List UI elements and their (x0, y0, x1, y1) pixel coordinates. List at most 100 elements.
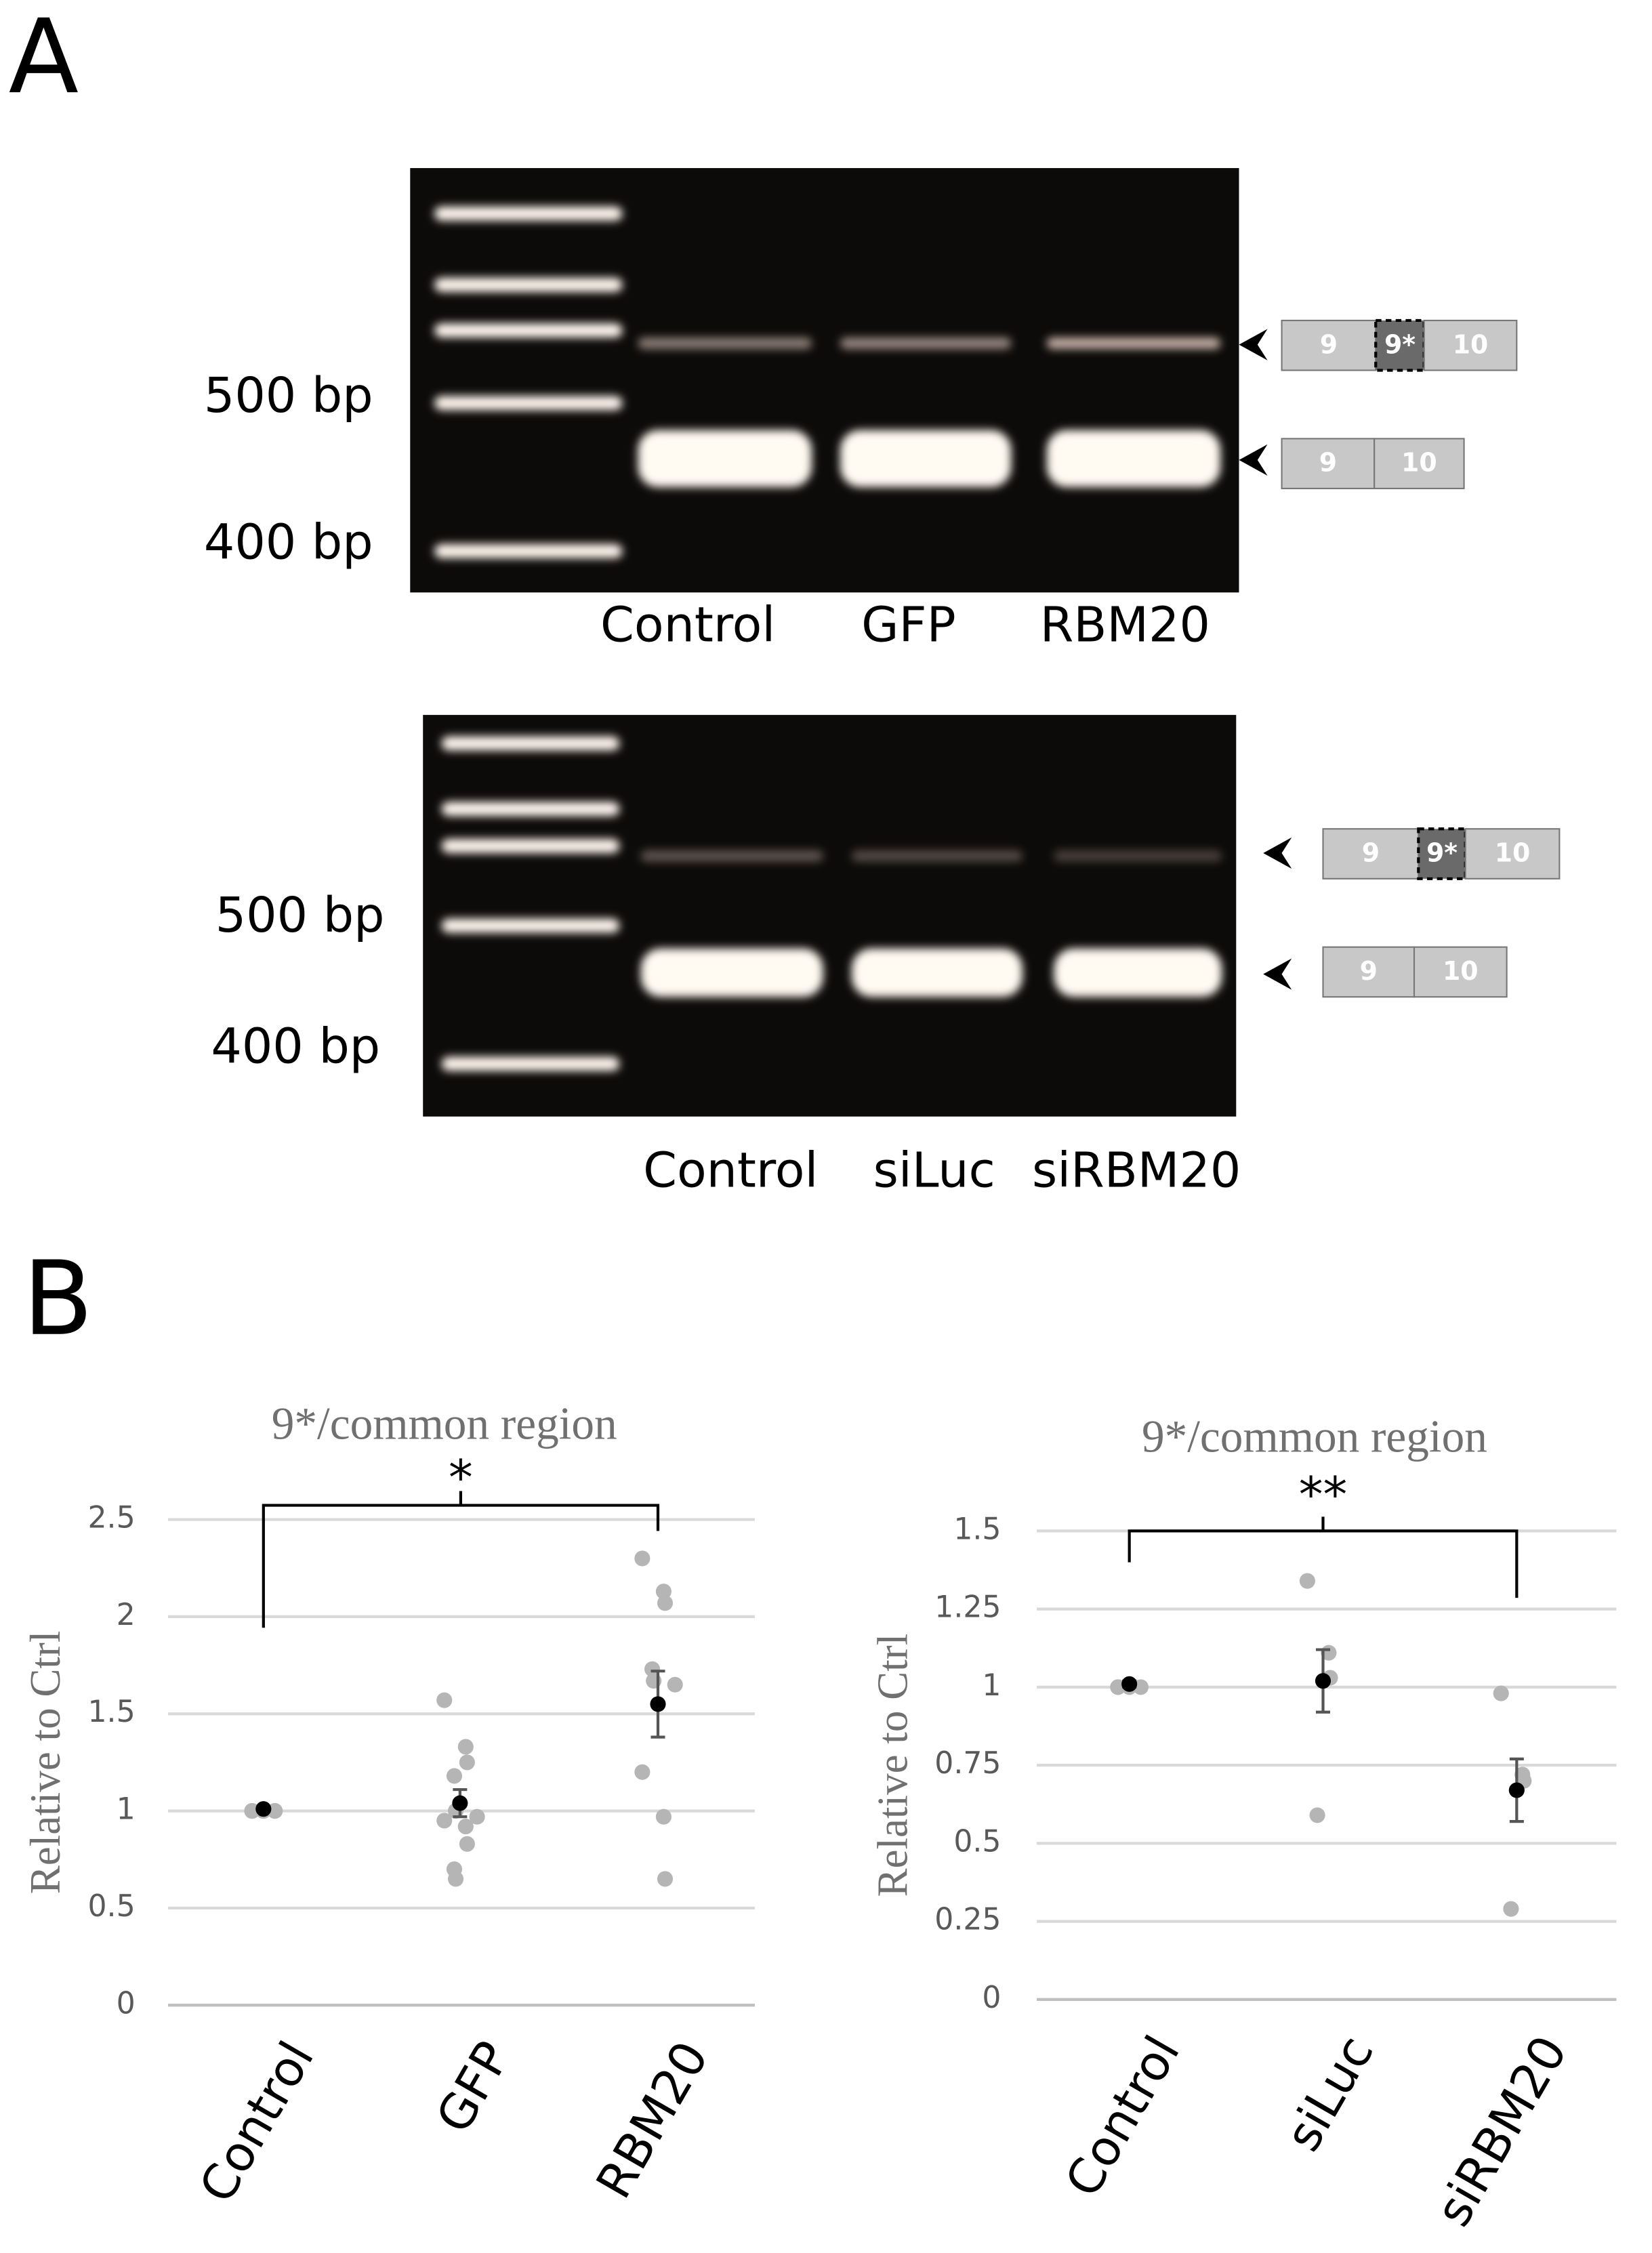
x-tick-label: GFP (426, 2032, 522, 2142)
data-point (655, 1584, 672, 1600)
x-tick-label: RBM20 (585, 2032, 719, 2208)
data-point (457, 1818, 474, 1835)
size-label: 400 bp (211, 1018, 380, 1075)
data-point (447, 1871, 464, 1887)
lane-label: Control (643, 1142, 818, 1198)
ladder-band (441, 736, 620, 751)
upper-band (638, 337, 812, 349)
x-tick-label: Control (188, 2032, 325, 2212)
significance-bracket (262, 1491, 660, 1628)
size-label: 400 bp (204, 514, 373, 571)
data-point (457, 1739, 474, 1755)
data-point (469, 1808, 485, 1825)
y-tick-label: 0.75 (934, 1746, 1001, 1781)
size-label: 500 bp (204, 367, 373, 423)
data-point (657, 1595, 674, 1611)
lane-label: siLuc (873, 1142, 995, 1198)
panel-label: B (23, 1239, 94, 1359)
upper-band (851, 850, 1023, 862)
significance-label: * (449, 1449, 473, 1506)
ladder-band (434, 277, 623, 292)
mean-point (1121, 1676, 1138, 1692)
mean-point (255, 1801, 272, 1817)
gel-image (423, 715, 1237, 1117)
data-point (667, 1676, 683, 1693)
y-tick-label: 1 (982, 1668, 1001, 1703)
lower-band (851, 948, 1023, 997)
ladder-band (441, 838, 620, 853)
exon-label: 9 (1319, 448, 1337, 478)
x-tick-label: siLuc (1275, 2027, 1384, 2161)
x-tick-label: siRBM20 (1425, 2027, 1578, 2235)
ladder-band (434, 543, 623, 558)
lower-band (640, 948, 823, 997)
data-point (655, 1808, 672, 1825)
upper-band (840, 337, 1012, 349)
x-tick-label: Control (1054, 2027, 1191, 2206)
y-tick-label: 1.5 (87, 1695, 135, 1729)
exon-box (1423, 319, 1518, 371)
significance-bracket (1128, 1516, 1519, 1598)
data-point (634, 1764, 651, 1780)
gel-image (410, 168, 1239, 593)
lower-band (638, 430, 812, 487)
data-point (446, 1768, 463, 1784)
lane-label: GFP (861, 596, 956, 653)
data-point (1503, 1901, 1519, 1917)
exon-box (1322, 828, 1420, 880)
mean-point (452, 1795, 468, 1811)
ladder-band (434, 206, 623, 221)
ladder-band (434, 396, 623, 411)
significance-label: ** (1299, 1467, 1347, 1523)
y-tick-label: 2 (117, 1598, 136, 1632)
y-tick-label: 0.5 (953, 1824, 1001, 1859)
exon-label: 9* (1384, 329, 1416, 359)
data-point (634, 1550, 651, 1567)
exon-box (1464, 828, 1561, 880)
exon-label: 10 (1453, 329, 1489, 359)
data-point (1309, 1807, 1325, 1823)
ladder-band (441, 918, 620, 933)
chart-title: 9*/common region (272, 1399, 617, 1449)
arrowhead (1263, 837, 1292, 869)
exon-box (1281, 319, 1377, 371)
ladder-band (441, 1056, 620, 1071)
mean-point (1508, 1782, 1525, 1798)
upper-band (1046, 337, 1221, 349)
data-point (459, 1836, 475, 1852)
arrowhead (1263, 958, 1292, 990)
lower-band (840, 430, 1012, 487)
exon-box (1374, 318, 1426, 372)
exon-label: 9 (1320, 329, 1338, 359)
upper-band (640, 850, 823, 862)
ladder-band (434, 323, 623, 338)
data-point (436, 1813, 453, 1829)
data-point (436, 1692, 453, 1708)
exon-label: 10 (1401, 448, 1437, 478)
data-point (657, 1871, 674, 1887)
y-tick-label: 0 (982, 1981, 1001, 2015)
y-tick-label: 1.5 (953, 1512, 1001, 1546)
y-axis-label: Relative to Ctrl (869, 1634, 917, 1897)
size-label: 500 bp (215, 887, 385, 943)
exon-label: 9 (1360, 956, 1378, 986)
mean-point (1315, 1673, 1331, 1689)
upper-band (1054, 850, 1222, 862)
data-point (1299, 1573, 1315, 1589)
y-tick-label: 1 (117, 1792, 136, 1827)
y-tick-label: 1.25 (934, 1590, 1001, 1625)
chart-title: 9*/common region (1142, 1411, 1487, 1462)
y-tick-label: 0.25 (934, 1903, 1001, 1937)
y-tick-label: 2.5 (87, 1501, 135, 1535)
arrowhead (1239, 444, 1268, 476)
ladder-band (441, 802, 620, 817)
exon-label: 10 (1443, 956, 1479, 986)
panel-label: A (9, 0, 79, 117)
y-axis-label: Relative to Ctrl (22, 1631, 69, 1895)
exon-label: 10 (1495, 838, 1531, 868)
y-tick-label: 0.5 (87, 1889, 135, 1924)
lower-band (1046, 430, 1221, 487)
lower-band (1054, 948, 1222, 997)
